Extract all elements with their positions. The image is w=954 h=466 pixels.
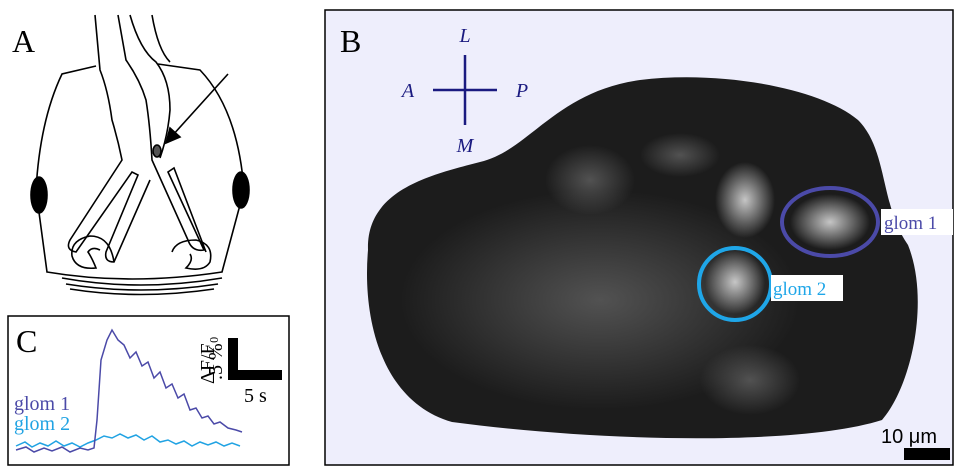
scale-bar-horizontal: [228, 370, 282, 380]
panel-label: C: [16, 323, 37, 359]
roi-label: glom 1: [884, 213, 937, 234]
arrow: [172, 74, 228, 136]
figure: A glom 1 glom 2 L M A P B 10 μm C glom 1…: [0, 0, 954, 466]
orientation-label: A: [400, 80, 415, 102]
scale-y-value: .5 %: [205, 343, 227, 380]
head-outline: [36, 64, 244, 279]
scale-bar: [904, 448, 950, 460]
panel-label: A: [12, 23, 35, 59]
orientation-label: M: [456, 135, 475, 157]
scale-bar-label: 10 μm: [881, 426, 937, 448]
roi-label: glom 2: [773, 279, 826, 300]
jaw-right: [172, 240, 211, 269]
scale-x-value: 5 s: [244, 385, 267, 407]
brain-left: [68, 15, 150, 262]
glomerulus-dot: [153, 145, 161, 157]
mouth: [62, 278, 222, 295]
orientation-label: L: [458, 25, 470, 47]
panel-a: [31, 15, 249, 295]
jaw-left: [72, 236, 114, 268]
legend-label: glom 1: [14, 393, 70, 415]
legend-label: glom 2: [14, 413, 70, 435]
eye: [31, 177, 47, 213]
nerve: [152, 15, 170, 62]
panel-label: B: [340, 23, 361, 59]
eye: [233, 172, 249, 208]
orientation-label: P: [515, 80, 528, 102]
